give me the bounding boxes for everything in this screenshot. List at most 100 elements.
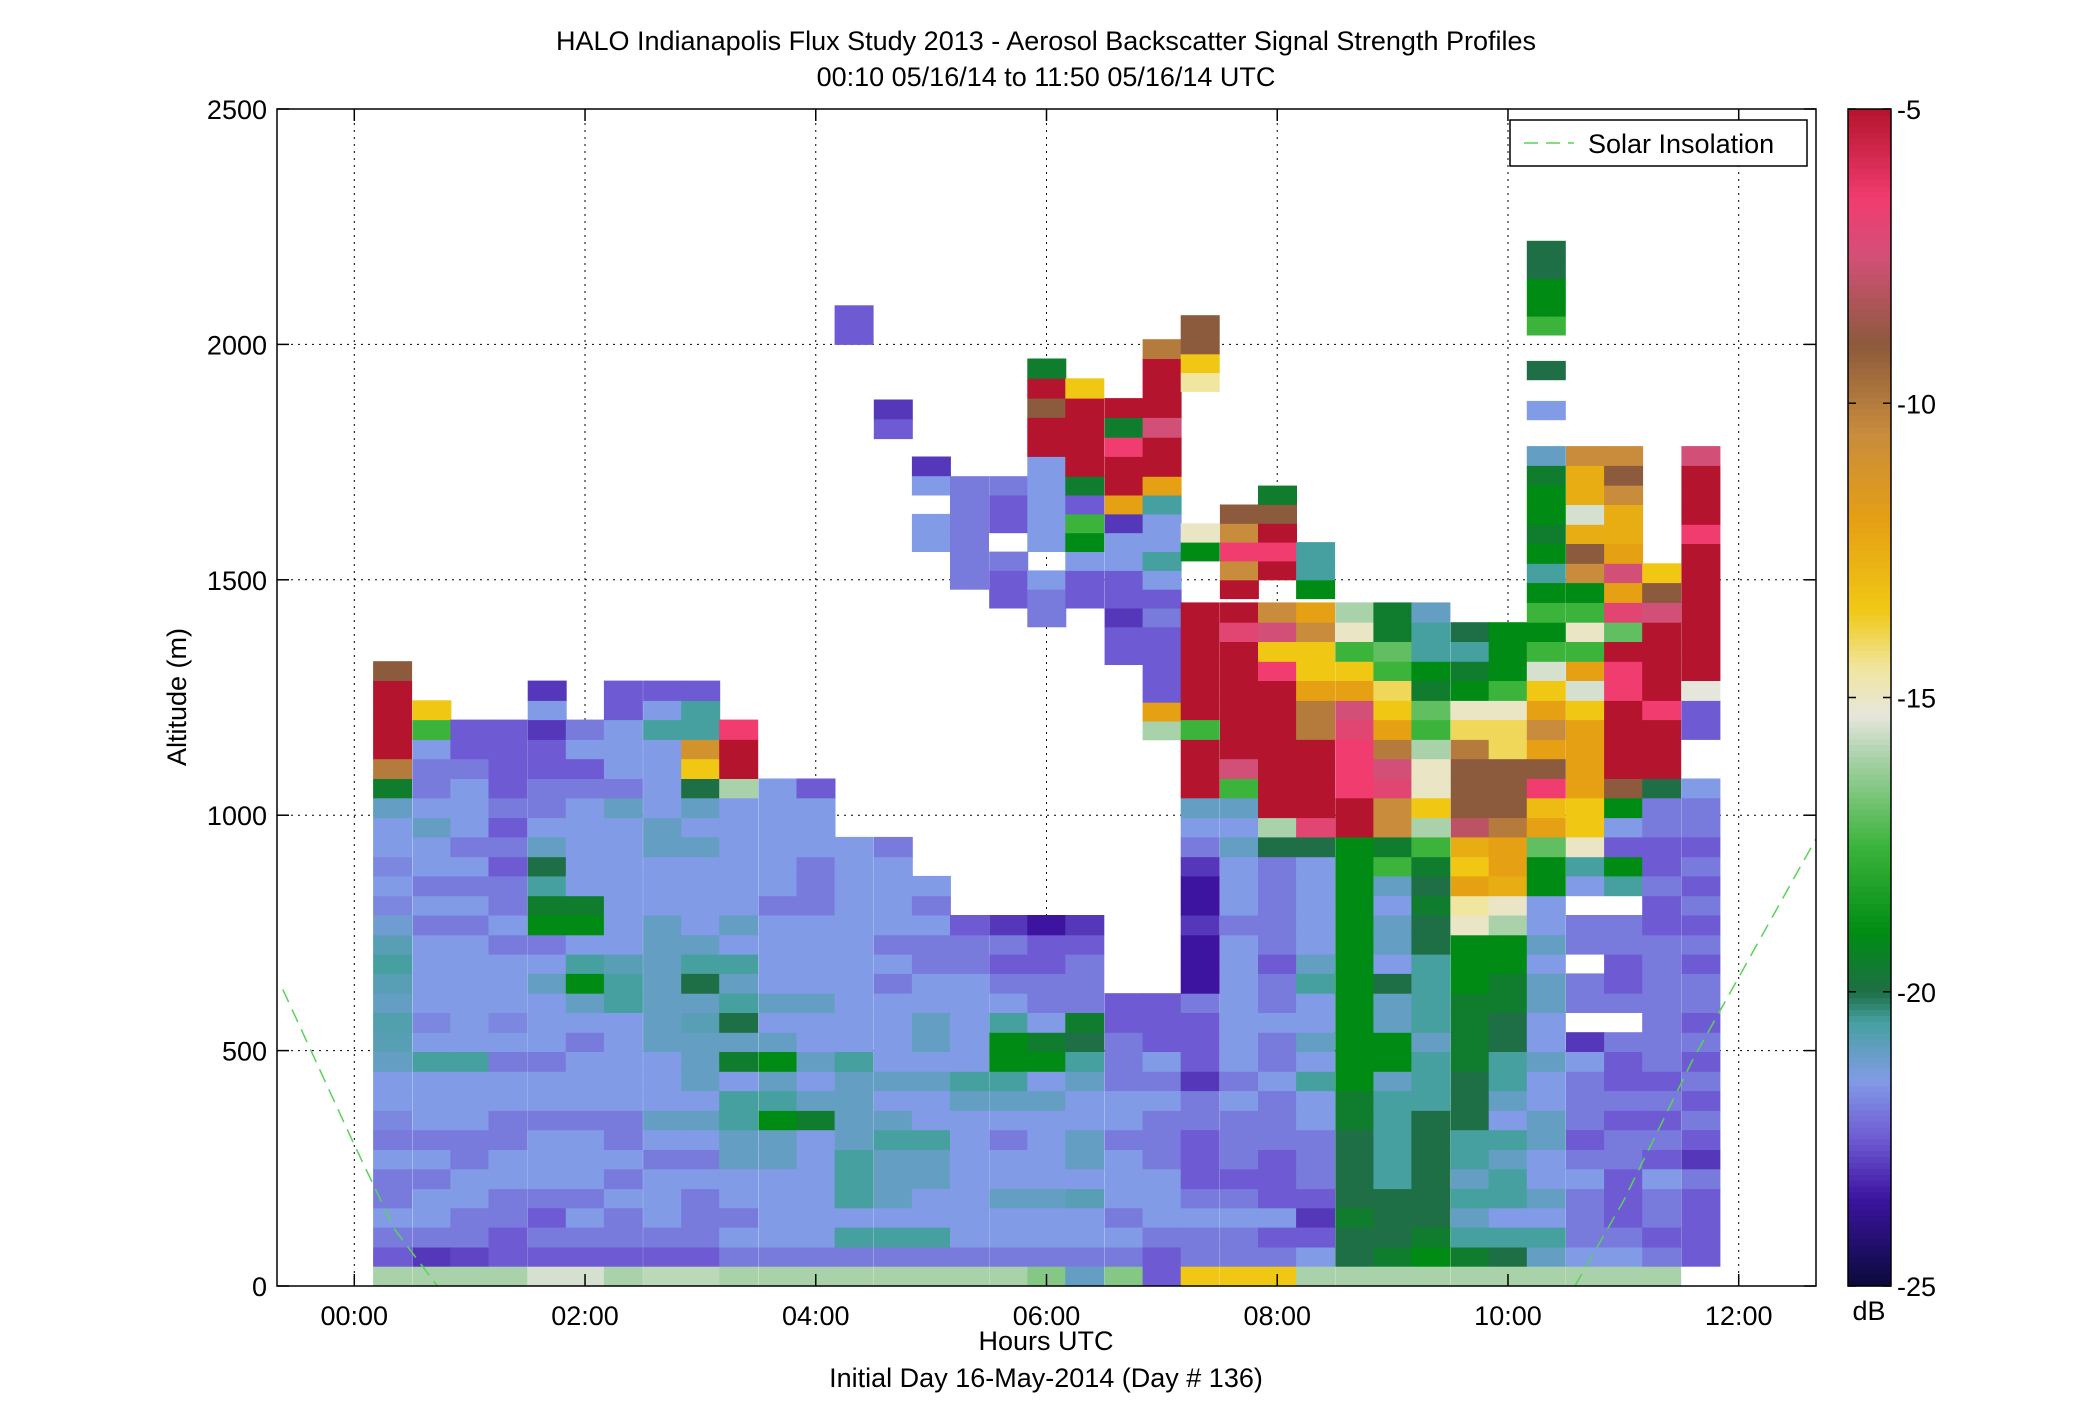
heatmap-cell <box>1604 582 1644 603</box>
colorbar-band <box>1848 462 1891 469</box>
heatmap-cell <box>1258 1207 1297 1228</box>
heatmap-cell <box>373 758 413 779</box>
heatmap-cell <box>950 1071 989 1092</box>
colorbar-band <box>1848 238 1891 245</box>
heatmap-cell <box>1411 1032 1451 1052</box>
heatmap-cell <box>1027 417 1067 438</box>
heatmap-cell <box>1219 1149 1259 1170</box>
colorbar-band <box>1848 256 1891 263</box>
colorbar-band <box>1848 314 1891 322</box>
heatmap-cell <box>565 817 605 838</box>
heatmap-cell <box>1335 836 1375 858</box>
colorbar-band <box>1848 1103 1891 1111</box>
heatmap-cell <box>565 1129 605 1150</box>
heatmap-cell <box>1335 661 1375 681</box>
heatmap-cell <box>1566 1110 1605 1131</box>
heatmap-cell <box>1027 993 1067 1013</box>
heatmap-cell <box>989 513 1029 534</box>
heatmap-cell <box>1604 1188 1644 1209</box>
heatmap-cell <box>834 973 874 994</box>
heatmap-cell <box>643 1051 683 1072</box>
heatmap-cell <box>1335 1207 1375 1228</box>
colorbar-band <box>1848 209 1891 216</box>
colorbar-band <box>1848 197 1891 204</box>
heatmap-cell <box>873 934 913 955</box>
heatmap-cell <box>989 1110 1029 1131</box>
heatmap-cell <box>1065 954 1105 974</box>
heatmap-cell <box>1411 993 1451 1013</box>
colorbar-band <box>1848 573 1891 581</box>
heatmap-cell <box>1180 954 1220 974</box>
heatmap-cell <box>911 1168 951 1190</box>
heatmap-cell <box>681 778 721 799</box>
heatmap-cell <box>1526 446 1566 466</box>
heatmap-cell <box>1065 1246 1105 1267</box>
heatmap-cell <box>989 1129 1029 1150</box>
colorbar-band <box>1848 785 1891 793</box>
heatmap-cell <box>911 1012 951 1033</box>
heatmap-cell <box>1681 1246 1721 1267</box>
heatmap-cell <box>412 1188 452 1209</box>
heatmap-cell <box>950 1012 989 1033</box>
colorbar-band <box>1848 1132 1891 1140</box>
heatmap-cell <box>1566 1051 1605 1072</box>
heatmap-cell <box>911 915 951 936</box>
heatmap-cell <box>1258 1188 1297 1209</box>
heatmap-cell <box>1142 1149 1182 1170</box>
heatmap-cell <box>1566 915 1605 936</box>
heatmap-cell <box>1566 622 1605 642</box>
heatmap-cell <box>681 817 721 838</box>
heatmap-cell <box>1642 1207 1682 1228</box>
heatmap-cell <box>412 1110 452 1131</box>
heatmap-cell <box>1258 895 1297 916</box>
heatmap-cell <box>1604 719 1644 740</box>
heatmap-cell <box>758 1032 798 1052</box>
heatmap-cell <box>911 1246 951 1267</box>
heatmap-cell <box>834 1266 874 1287</box>
heatmap-cell <box>1373 856 1413 877</box>
heatmap-cell <box>1258 836 1297 858</box>
heatmap-cell <box>1488 1207 1528 1228</box>
colorbar-band <box>1848 897 1891 905</box>
colorbar-band <box>1848 432 1891 440</box>
heatmap-cell <box>1296 719 1336 740</box>
heatmap-cell <box>719 1246 759 1267</box>
heatmap-cell <box>1681 1149 1721 1170</box>
colorbar-band <box>1848 1032 1891 1040</box>
heatmap-cell <box>1373 700 1413 721</box>
colorbar-band <box>1848 932 1891 940</box>
heatmap-cell <box>1296 680 1336 701</box>
colorbar-band <box>1848 1262 1891 1269</box>
heatmap-cell <box>1566 582 1605 603</box>
heatmap-cell <box>1642 680 1682 701</box>
heatmap-cell <box>1526 973 1566 994</box>
heatmap-cell <box>1681 973 1721 994</box>
heatmap-cell <box>1566 446 1605 466</box>
heatmap-cell <box>1642 915 1682 936</box>
heatmap-cell <box>1373 973 1413 994</box>
heatmap-cell <box>1258 993 1297 1013</box>
heatmap-cell <box>1526 680 1566 701</box>
colorbar-band <box>1848 167 1891 175</box>
heatmap-cell <box>373 1188 413 1209</box>
heatmap-cell <box>1642 1110 1682 1131</box>
colorbar-band <box>1848 909 1891 916</box>
heatmap-cell <box>1681 1207 1721 1228</box>
heatmap-cell <box>1488 973 1528 994</box>
heatmap-cell <box>1258 1012 1297 1033</box>
colorbar-band <box>1848 520 1891 528</box>
heatmap-cell <box>1180 817 1220 838</box>
heatmap-cell <box>1450 797 1490 819</box>
heatmap-cell <box>1373 719 1413 740</box>
heatmap-cell <box>1526 661 1566 681</box>
heatmap-cell <box>373 1168 413 1190</box>
heatmap-cell <box>1488 1051 1528 1072</box>
heatmap-cell <box>1488 954 1528 974</box>
heatmap-cell <box>1526 524 1566 544</box>
heatmap-cell <box>1296 1246 1336 1267</box>
heatmap-cell <box>719 934 759 955</box>
heatmap-cell <box>1027 934 1067 955</box>
heatmap-cell <box>1373 602 1413 623</box>
heatmap-cell <box>681 1032 721 1052</box>
heatmap-cell <box>1104 513 1144 534</box>
